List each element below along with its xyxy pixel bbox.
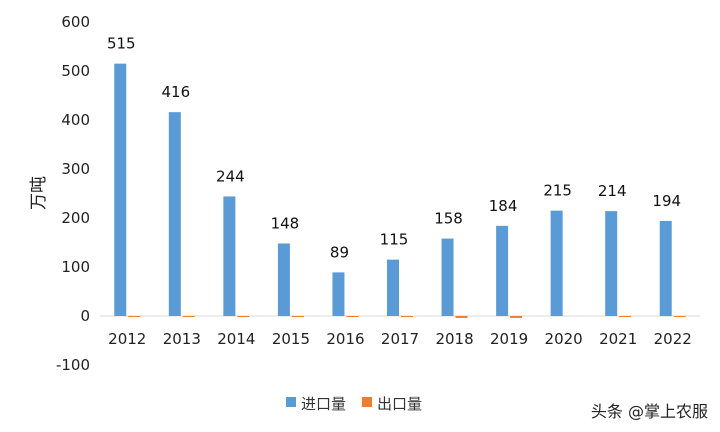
bar-export-2019 [510, 316, 523, 318]
bar-import-2013 [168, 112, 181, 316]
legend-label-export: 出口量 [377, 395, 422, 413]
bar-export-2022 [673, 316, 686, 317]
bar-import-2017 [387, 259, 399, 316]
bar-import-2019 [496, 225, 509, 316]
data-label-import-2022: 194 [652, 192, 681, 210]
bar-export-2013 [182, 316, 195, 317]
bar-import-2020 [550, 210, 563, 316]
data-label-import-2019: 184 [489, 197, 518, 215]
data-label-import-2021: 214 [598, 182, 627, 200]
bar-import-2015 [277, 243, 290, 316]
x-tick-label: 2018 [435, 330, 473, 348]
bar-export-2017 [401, 316, 413, 317]
data-label-import-2020: 215 [543, 182, 572, 200]
bar-import-2012 [114, 63, 127, 317]
y-tick-label: 300 [61, 160, 90, 178]
y-tick-label: 400 [61, 111, 90, 129]
y-tick-label: 0 [80, 307, 90, 325]
x-tick-label: 2017 [381, 330, 419, 348]
legend-swatch-import [286, 397, 296, 407]
y-tick-label: 200 [61, 209, 90, 227]
data-labels: 515 416 244 148 89 115 158 184 215 214 194 [107, 35, 681, 262]
x-tick-label: 2021 [599, 330, 637, 348]
x-tick-label: 2020 [545, 330, 583, 348]
data-label-import-2016: 89 [330, 243, 349, 261]
bars [114, 63, 686, 318]
x-tick-label: 2015 [272, 330, 310, 348]
bar-export-2016 [346, 316, 359, 317]
legend: 进口量 出口量 [286, 395, 422, 413]
y-tick-label: 500 [61, 62, 90, 80]
bar-import-2014 [223, 196, 236, 316]
x-tick-label: 2022 [654, 330, 692, 348]
y-axis-label: 万吨 [29, 176, 49, 210]
bar-import-2016 [332, 272, 345, 316]
x-tick-labels: 2012 2013 2014 2015 2016 2017 2018 2019 2020 2021… [108, 330, 692, 348]
bar-export-2012 [128, 316, 141, 317]
bar-export-2021 [619, 316, 632, 317]
y-tick-label: 100 [61, 258, 90, 276]
bar-export-2018 [455, 316, 468, 318]
bar-export-2015 [291, 316, 304, 317]
bar-import-2022 [659, 220, 672, 316]
x-tick-label: 2012 [108, 330, 146, 348]
x-tick-label: 2016 [326, 330, 364, 348]
bar-export-2014 [237, 316, 250, 317]
data-label-import-2012: 515 [107, 35, 136, 53]
y-tick-labels: -100 0 100 200 300 400 500 600 [56, 13, 90, 374]
data-label-import-2017: 115 [380, 231, 409, 249]
data-label-import-2018: 158 [434, 210, 463, 228]
x-tick-label: 2014 [217, 330, 255, 348]
bar-import-2021 [605, 211, 618, 316]
data-label-import-2013: 416 [161, 83, 190, 101]
x-tick-label: 2019 [490, 330, 528, 348]
legend-swatch-export [362, 397, 372, 407]
y-tick-label: -100 [56, 356, 90, 374]
data-label-import-2014: 244 [216, 167, 245, 185]
x-tick-label: 2013 [163, 330, 201, 348]
data-label-import-2015: 148 [271, 214, 300, 232]
y-tick-label: 600 [61, 13, 90, 31]
watermark: 头条 @掌上农服 [590, 402, 708, 421]
bar-import-2018 [441, 238, 454, 316]
legend-label-import: 进口量 [301, 395, 346, 413]
